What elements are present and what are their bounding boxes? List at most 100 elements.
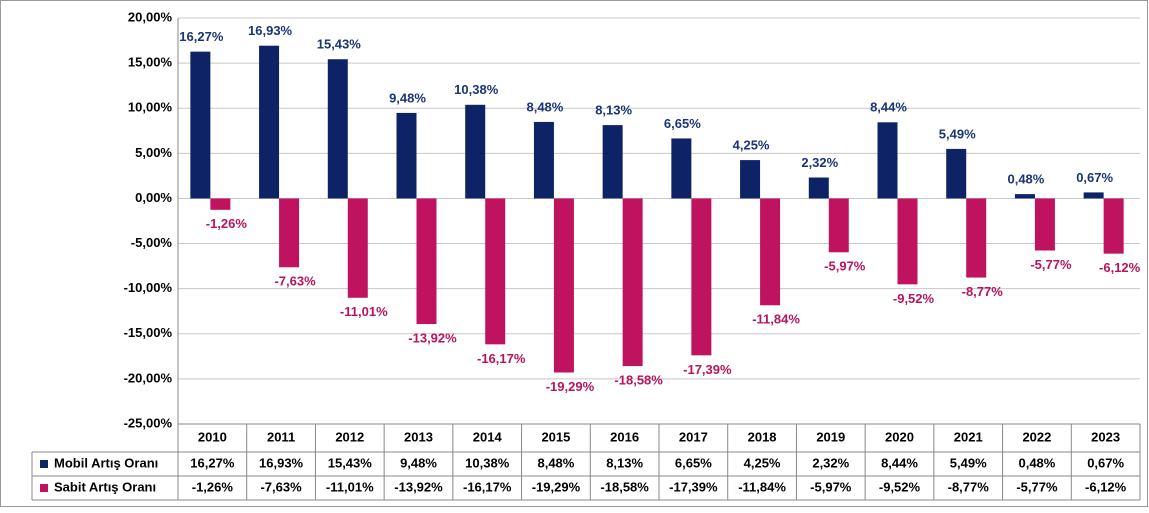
y-tick-label: -20,00% xyxy=(124,370,173,385)
data-label: 8,44% xyxy=(870,100,907,115)
table-cell: 0,67% xyxy=(1087,455,1124,470)
table-cell: -18,58% xyxy=(600,479,649,494)
bar xyxy=(465,104,486,199)
x-tick-label: 2014 xyxy=(473,429,503,444)
data-label: -1,26% xyxy=(206,216,248,231)
y-tick-label: -15,00% xyxy=(124,325,173,340)
bar xyxy=(190,51,211,199)
data-label: -5,97% xyxy=(824,259,866,274)
bar xyxy=(760,198,781,306)
data-label: 16,93% xyxy=(248,23,293,38)
bar xyxy=(691,198,712,356)
x-tick-label: 2019 xyxy=(816,429,845,444)
y-tick-label: 20,00% xyxy=(128,9,173,24)
bar xyxy=(1034,198,1055,251)
data-label: -5,77% xyxy=(1030,257,1072,272)
data-label: -11,01% xyxy=(340,304,388,319)
bar xyxy=(897,198,918,285)
data-label: -17,39% xyxy=(683,362,732,377)
y-tick-label: 10,00% xyxy=(128,100,173,115)
x-tick-label: 2022 xyxy=(1022,429,1051,444)
data-label: 6,65% xyxy=(664,116,701,131)
table-cell: 5,49% xyxy=(950,455,987,470)
bar xyxy=(966,198,987,278)
bar xyxy=(210,198,231,210)
table-cell: -11,01% xyxy=(326,479,374,494)
data-label: 2,32% xyxy=(801,155,838,170)
data-label: 5,49% xyxy=(939,126,976,141)
table-cell: 16,93% xyxy=(259,455,304,470)
x-tick-label: 2015 xyxy=(541,429,570,444)
bar xyxy=(877,122,898,199)
x-tick-label: 2012 xyxy=(335,429,364,444)
bar xyxy=(259,45,280,199)
table-cell: -5,77% xyxy=(1016,479,1058,494)
x-tick-label: 2010 xyxy=(198,429,227,444)
y-tick-label: 0,00% xyxy=(135,190,172,205)
data-label: 16,27% xyxy=(179,29,224,44)
data-label: 15,43% xyxy=(317,37,362,52)
table-cell: 16,27% xyxy=(190,455,235,470)
table-cell: -6,12% xyxy=(1085,479,1127,494)
table-cell: 6,65% xyxy=(675,455,712,470)
bar xyxy=(740,160,761,199)
data-label: 4,25% xyxy=(733,138,770,153)
bar xyxy=(416,198,437,325)
x-tick-label: 2016 xyxy=(610,429,639,444)
table-cell: -16,17% xyxy=(463,479,512,494)
x-tick-label: 2011 xyxy=(267,429,295,444)
y-tick-label: 5,00% xyxy=(135,145,172,160)
data-label: -19,29% xyxy=(546,379,595,394)
bar xyxy=(808,177,829,199)
table-cell: 0,48% xyxy=(1018,455,1055,470)
bar xyxy=(946,148,967,199)
bar xyxy=(1014,194,1035,199)
x-tick-label: 2021 xyxy=(954,429,983,444)
table-cell: -19,29% xyxy=(532,479,581,494)
data-label: 10,38% xyxy=(454,82,499,97)
y-tick-label: -25,00% xyxy=(124,415,173,430)
data-label: -13,92% xyxy=(408,330,457,345)
data-label: 8,48% xyxy=(526,99,563,114)
table-cell: 2,32% xyxy=(812,455,849,470)
table-cell: -11,84% xyxy=(738,479,786,494)
table-cell: -7,63% xyxy=(260,479,302,494)
bar xyxy=(347,198,368,298)
data-label: 0,67% xyxy=(1076,170,1113,185)
bar xyxy=(485,198,506,345)
y-tick-label: 15,00% xyxy=(128,55,173,70)
x-tick-label: 2023 xyxy=(1091,429,1120,444)
table-cell: -9,52% xyxy=(879,479,921,494)
table-cell: 9,48% xyxy=(400,455,437,470)
data-label: 9,48% xyxy=(389,90,426,105)
data-label: -16,17% xyxy=(477,351,526,366)
table-cell: 8,44% xyxy=(881,455,918,470)
bar xyxy=(828,198,849,253)
x-tick-label: 2013 xyxy=(404,429,433,444)
table-cell: -17,39% xyxy=(669,479,718,494)
data-label: -7,63% xyxy=(274,274,316,289)
x-tick-label: 2017 xyxy=(679,429,708,444)
y-tick-label: -5,00% xyxy=(131,235,173,250)
table-cell: -1,26% xyxy=(192,479,234,494)
bar xyxy=(533,121,554,199)
data-label: -18,58% xyxy=(614,373,663,388)
legend-label: Sabit Artış Oranı xyxy=(54,479,156,494)
bar xyxy=(1083,192,1104,199)
bar xyxy=(553,198,574,373)
x-tick-label: 2018 xyxy=(748,429,777,444)
data-label: -6,12% xyxy=(1099,260,1141,275)
table-cell: -8,77% xyxy=(948,479,990,494)
data-label: 0,48% xyxy=(1007,172,1044,187)
data-label: 8,13% xyxy=(595,103,632,118)
bar xyxy=(671,138,692,199)
y-tick-label: -10,00% xyxy=(124,280,173,295)
bar xyxy=(327,59,348,199)
data-label: -8,77% xyxy=(962,284,1004,299)
legend-key xyxy=(40,484,48,492)
table-cell: 8,13% xyxy=(606,455,643,470)
legend-label: Mobil Artış Oranı xyxy=(54,455,158,470)
data-label: -11,84% xyxy=(752,312,800,327)
bar xyxy=(602,125,623,199)
